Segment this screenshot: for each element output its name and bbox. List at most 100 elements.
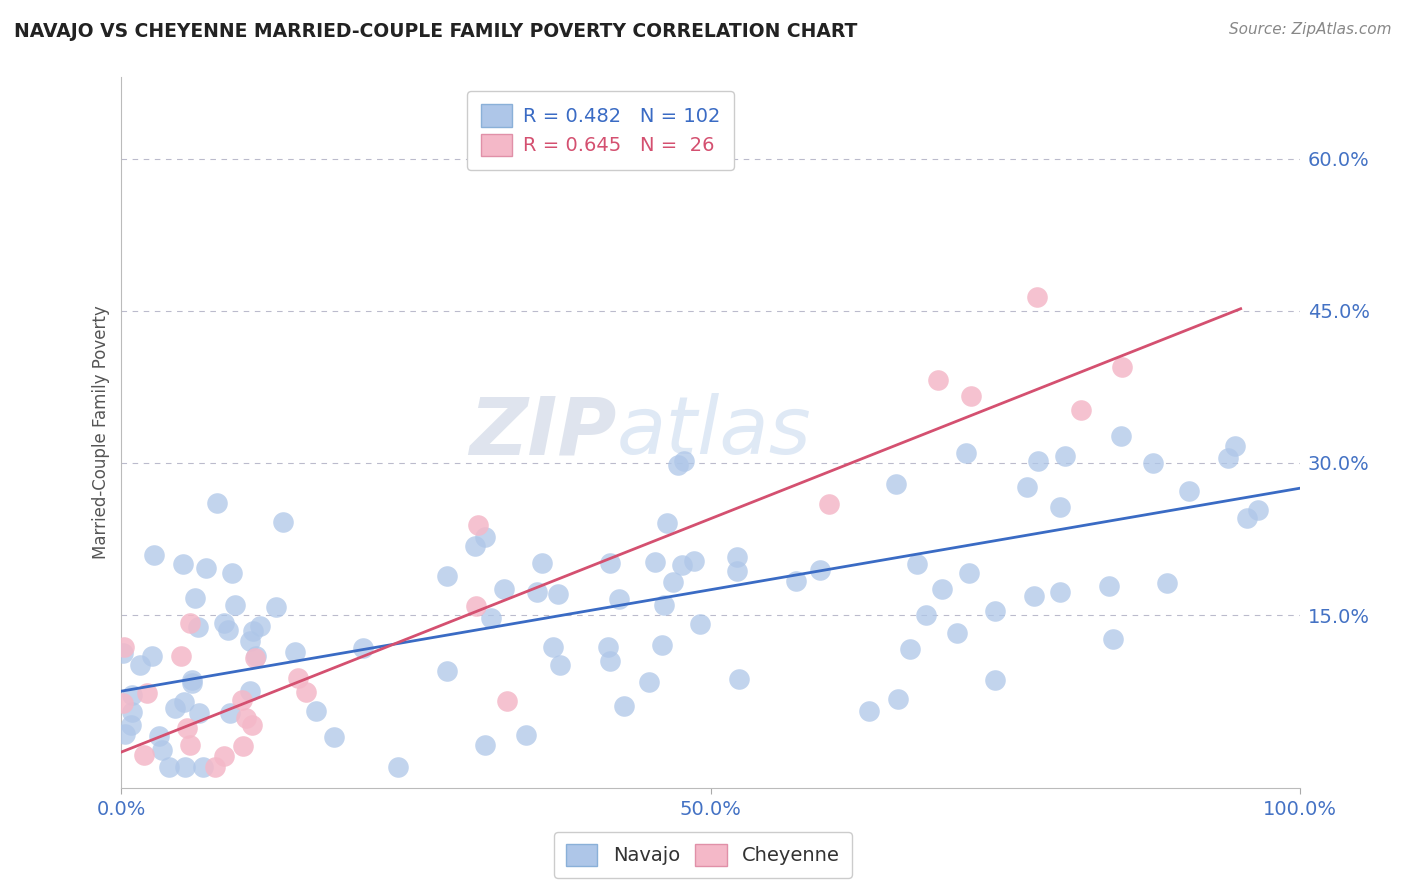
Point	[858, 704, 880, 718]
Point	[492, 582, 515, 596]
Point	[984, 604, 1007, 618]
Point	[187, 619, 209, 633]
Point	[179, 738, 201, 752]
Point	[1097, 578, 1119, 592]
Point	[1178, 484, 1201, 499]
Point	[249, 618, 271, 632]
Point	[898, 642, 921, 657]
Point	[682, 554, 704, 568]
Point	[785, 574, 807, 588]
Point	[1156, 575, 1178, 590]
Point	[1024, 589, 1046, 603]
Point	[387, 760, 409, 774]
Point	[915, 608, 938, 623]
Point	[1026, 290, 1049, 304]
Point	[1247, 503, 1270, 517]
Point	[243, 650, 266, 665]
Point	[121, 705, 143, 719]
Point	[231, 692, 253, 706]
Point	[323, 730, 346, 744]
Point	[946, 625, 969, 640]
Point	[644, 555, 666, 569]
Point	[1049, 500, 1071, 514]
Point	[165, 701, 187, 715]
Point	[120, 718, 142, 732]
Point	[599, 654, 621, 668]
Point	[1216, 450, 1239, 465]
Point	[884, 477, 907, 491]
Point	[239, 633, 262, 648]
Point	[496, 694, 519, 708]
Point	[150, 743, 173, 757]
Point	[212, 749, 235, 764]
Point	[287, 671, 309, 685]
Point	[224, 599, 246, 613]
Point	[1142, 456, 1164, 470]
Point	[170, 649, 193, 664]
Point	[1049, 584, 1071, 599]
Point	[479, 610, 502, 624]
Point	[134, 748, 156, 763]
Point	[173, 695, 195, 709]
Point	[245, 649, 267, 664]
Point	[638, 674, 661, 689]
Point	[221, 566, 243, 581]
Point	[239, 684, 262, 698]
Point	[960, 389, 983, 403]
Point	[1053, 449, 1076, 463]
Point	[464, 599, 486, 613]
Point	[1070, 403, 1092, 417]
Point	[195, 561, 218, 575]
Point	[240, 718, 263, 732]
Point	[207, 496, 229, 510]
Point	[179, 615, 201, 630]
Point	[188, 706, 211, 720]
Point	[305, 704, 328, 718]
Point	[957, 566, 980, 580]
Point	[264, 599, 287, 614]
Point	[474, 739, 496, 753]
Point	[652, 598, 675, 612]
Point	[112, 697, 135, 711]
Point	[983, 673, 1005, 688]
Text: Source: ZipAtlas.com: Source: ZipAtlas.com	[1229, 22, 1392, 37]
Point	[112, 640, 135, 654]
Point	[242, 624, 264, 639]
Point	[436, 568, 458, 582]
Point	[219, 706, 242, 720]
Point	[526, 585, 548, 599]
Point	[464, 539, 486, 553]
Point	[531, 556, 554, 570]
Point	[541, 640, 564, 654]
Point	[135, 686, 157, 700]
Point	[176, 721, 198, 735]
Point	[1015, 480, 1038, 494]
Point	[672, 454, 695, 468]
Point	[548, 657, 571, 672]
Point	[474, 530, 496, 544]
Point	[143, 548, 166, 562]
Point	[905, 558, 928, 572]
Point	[599, 556, 621, 570]
Point	[818, 497, 841, 511]
Point	[808, 563, 831, 577]
Point	[181, 673, 204, 687]
Point	[232, 739, 254, 754]
Point	[235, 711, 257, 725]
Point	[172, 557, 194, 571]
Point	[112, 646, 135, 660]
Point	[204, 760, 226, 774]
Point	[295, 685, 318, 699]
Text: atlas: atlas	[616, 393, 811, 472]
Point	[1236, 511, 1258, 525]
Point	[1101, 632, 1123, 646]
Point	[655, 516, 678, 530]
Point	[121, 688, 143, 702]
Point	[174, 760, 197, 774]
Point	[607, 591, 630, 606]
Point	[352, 640, 374, 655]
Point	[927, 373, 949, 387]
Point	[184, 591, 207, 605]
Point	[596, 640, 619, 654]
Point	[727, 549, 749, 564]
